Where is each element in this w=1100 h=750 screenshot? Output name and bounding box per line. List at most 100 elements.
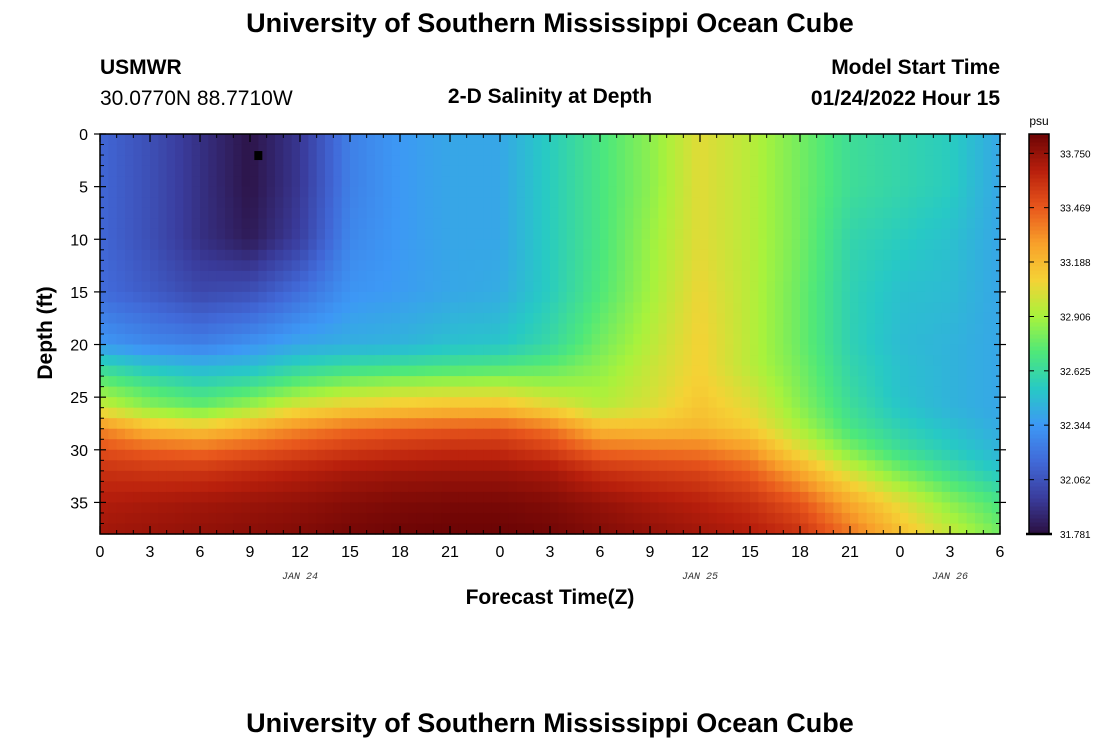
heatmap-cell	[608, 376, 618, 388]
heatmap-cell	[533, 344, 543, 356]
colorbar-segment	[1029, 166, 1049, 171]
heatmap-cell	[933, 418, 943, 430]
heatmap-cell	[741, 481, 751, 493]
heatmap-cell	[708, 502, 718, 514]
heatmap-cell	[883, 428, 893, 440]
heatmap-cell	[175, 249, 184, 261]
heatmap-cell	[258, 323, 268, 335]
heatmap-cell	[633, 239, 643, 251]
heatmap-cell	[908, 186, 918, 198]
heatmap-cell	[483, 334, 493, 346]
heatmap-cell	[383, 502, 393, 514]
heatmap-cell	[283, 291, 293, 304]
heatmap-cell	[633, 302, 643, 314]
heatmap-cell	[691, 155, 701, 167]
heatmap-cell	[475, 376, 484, 388]
heatmap-cell	[333, 470, 343, 482]
heatmap-cell	[366, 197, 376, 209]
heatmap-cell	[166, 197, 176, 209]
heatmap-cell	[283, 376, 293, 388]
heatmap-cell	[566, 502, 576, 514]
heatmap-cell	[908, 449, 918, 461]
heatmap-cell	[108, 197, 118, 209]
heatmap-cell	[416, 312, 426, 325]
heatmap-cell	[775, 186, 784, 198]
heatmap-cell	[625, 165, 634, 177]
heatmap-cell	[991, 365, 1001, 377]
heatmap-cell	[808, 134, 818, 146]
heatmap-cell	[916, 397, 926, 409]
heatmap-cell	[183, 155, 193, 167]
heatmap-cell	[833, 460, 843, 472]
heatmap-cell	[916, 470, 926, 482]
heatmap-cell	[233, 512, 243, 525]
heatmap-cell	[916, 449, 926, 461]
heatmap-cell	[558, 407, 568, 419]
heatmap-cell	[791, 186, 801, 198]
heatmap-cell	[400, 365, 409, 377]
heatmap-cell	[975, 407, 984, 419]
heatmap-cell	[533, 291, 543, 304]
heatmap-cell	[416, 239, 426, 251]
heatmap-cell	[758, 470, 768, 482]
heatmap-cell	[591, 291, 601, 304]
heatmap-cell	[750, 207, 759, 219]
heatmap-cell	[558, 460, 568, 472]
heatmap-cell	[225, 155, 234, 167]
heatmap-cell	[383, 165, 393, 177]
heatmap-cell	[850, 418, 859, 430]
heatmap-cell	[808, 386, 818, 398]
heatmap-cell	[266, 512, 276, 525]
heatmap-cell	[466, 407, 476, 419]
x-tick-label: 6	[996, 544, 1005, 561]
heatmap-cell	[391, 155, 401, 167]
heatmap-cell	[866, 386, 876, 398]
heatmap-cell	[708, 355, 718, 367]
heatmap-cell	[866, 355, 876, 367]
heatmap-cell	[841, 249, 851, 261]
heatmap-cell	[983, 270, 993, 282]
heatmap-cell	[433, 334, 443, 346]
heatmap-cell	[175, 397, 184, 409]
heatmap-cell	[675, 512, 684, 525]
heatmap-cell	[275, 512, 284, 525]
heatmap-cell	[100, 249, 109, 261]
heatmap-cell	[775, 239, 784, 251]
heatmap-cell	[608, 197, 618, 209]
heatmap-cell	[300, 239, 309, 251]
heatmap-cell	[925, 218, 934, 230]
heatmap-cell	[341, 134, 351, 146]
heatmap-cell	[275, 134, 284, 146]
heatmap-cell	[891, 428, 901, 440]
heatmap-cell	[750, 144, 759, 156]
heatmap-cell	[500, 312, 509, 325]
heatmap-cell	[333, 312, 343, 325]
heatmap-cell	[200, 144, 209, 156]
heatmap-cell	[833, 397, 843, 409]
heatmap-cell	[858, 344, 868, 356]
heatmap-cell	[450, 239, 459, 251]
heatmap-cell	[758, 460, 768, 472]
heatmap-cell	[733, 344, 743, 356]
heatmap-cell	[341, 407, 351, 419]
heatmap-cell	[308, 512, 318, 525]
heatmap-cell	[950, 428, 959, 440]
heatmap-cell	[733, 397, 743, 409]
heatmap-cell	[883, 323, 893, 335]
heatmap-cell	[433, 270, 443, 282]
heatmap-cell	[675, 134, 684, 146]
heatmap-cell	[833, 270, 843, 282]
heatmap-cell	[116, 207, 126, 219]
heatmap-cell	[200, 218, 209, 230]
heatmap-cell	[691, 260, 701, 272]
heatmap-cell	[575, 355, 584, 367]
heatmap-cell	[725, 176, 734, 188]
heatmap-cell	[375, 302, 384, 314]
heatmap-cell	[875, 312, 884, 325]
heatmap-cell	[891, 512, 901, 525]
heatmap-cell	[883, 355, 893, 367]
heatmap-cell	[583, 418, 593, 430]
heatmap-cell	[366, 312, 376, 325]
heatmap-cell	[283, 449, 293, 461]
heatmap-cell	[741, 134, 751, 146]
